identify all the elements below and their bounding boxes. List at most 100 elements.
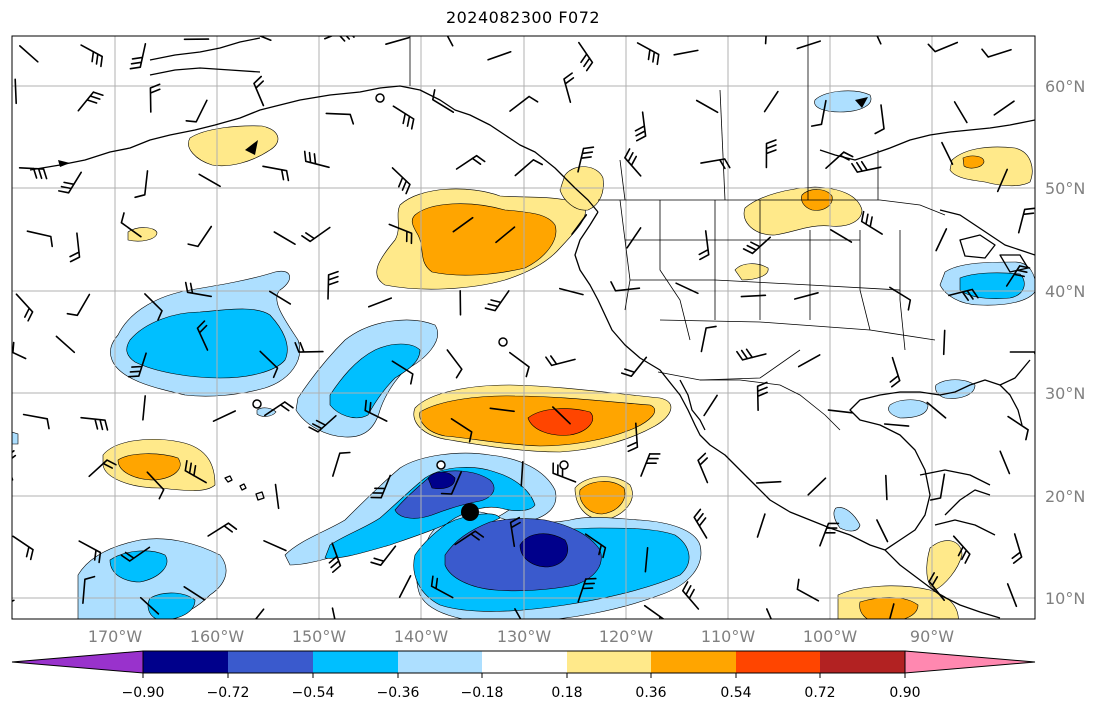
colorbar-tick-label: −0.18: [461, 685, 504, 701]
wind-barb: [926, 401, 947, 419]
wind-barbs: [12, 36, 1035, 619]
wind-barb: [430, 575, 454, 599]
lon-label: 100°W: [803, 627, 858, 646]
wind-barb: [953, 101, 968, 124]
wind-barb: [332, 451, 351, 477]
negative-area: [109, 550, 168, 583]
wind-barb: [1017, 207, 1035, 234]
positive-area: [127, 227, 158, 242]
wind-barb: [198, 173, 221, 188]
wind-barb: [301, 226, 331, 243]
wind-barb: [825, 151, 854, 169]
wind-barb: [545, 355, 576, 367]
colorbar-segment: [820, 651, 905, 673]
colorbar-segment: [228, 651, 313, 673]
colorbar-tick-label: 0.72: [804, 685, 835, 701]
wind-barb: [736, 348, 767, 361]
wind-barb: [697, 452, 709, 484]
wind-barb: [888, 603, 895, 619]
wind-barb: [259, 350, 279, 379]
wind-barb: [509, 516, 521, 547]
lon-label: 140°W: [394, 627, 449, 646]
wind-barb: [128, 352, 147, 378]
longitude-labels: 170°W 160°W 150°W 140°W 130°W 120°W 110°…: [88, 627, 954, 646]
colorbar-tick-label: −0.54: [292, 685, 335, 701]
lon-label: 90°W: [910, 627, 954, 646]
wind-barb: [262, 165, 290, 182]
wind-barb: [764, 36, 767, 45]
wind-barb: [80, 416, 109, 431]
wind-barb: [682, 581, 700, 610]
pennant-marker: [58, 160, 70, 167]
political-borders: [409, 36, 946, 431]
wind-barb: [58, 171, 82, 194]
wind-barb: [388, 223, 413, 245]
wind-barb: [212, 410, 236, 422]
colorbar-tick-label: 0.36: [635, 685, 666, 701]
wind-barb: [830, 229, 853, 243]
wind-barb: [794, 292, 819, 300]
calm-marker: [559, 460, 569, 470]
lon-label: 110°W: [701, 627, 756, 646]
wind-barb: [385, 36, 410, 45]
wind-barb: [700, 325, 717, 353]
calm-marker: [498, 337, 508, 347]
colorbar-segment: [567, 651, 651, 673]
wind-barb: [559, 287, 584, 296]
positive-area: [527, 408, 594, 436]
wind-barb: [742, 236, 771, 255]
wind-barb: [391, 167, 411, 195]
wind-barb: [1006, 583, 1018, 608]
wind-barb: [928, 572, 945, 601]
wind-barb: [860, 210, 883, 235]
wind-barb: [624, 148, 642, 177]
lon-label: 130°W: [497, 627, 552, 646]
positive-area: [962, 155, 985, 169]
wind-barb: [885, 474, 888, 501]
wind-barb: [196, 320, 209, 351]
wind-barb: [452, 216, 474, 233]
wind-barb: [807, 477, 827, 496]
wind-barb: [883, 423, 910, 427]
wind-barb: [514, 159, 543, 177]
wind-barb: [1007, 415, 1029, 441]
colorbar-segment: [482, 651, 567, 673]
lat-label: 20°N: [1045, 487, 1085, 506]
lat-label: 10°N: [1045, 589, 1085, 608]
wind-barb: [698, 230, 710, 261]
wind-barb: [941, 141, 954, 165]
wind-barb: [636, 42, 660, 66]
wind-barb: [18, 167, 48, 180]
wind-barb: [12, 341, 27, 360]
wind-barb: [996, 168, 1008, 193]
wind-barb: [514, 608, 522, 619]
wind-barb: [981, 48, 1012, 58]
wind-barb: [370, 545, 397, 566]
negative-area: [12, 431, 19, 445]
wind-barb: [489, 407, 515, 413]
calm-marker: [375, 93, 385, 103]
wind-barb: [797, 354, 821, 368]
wind-barb: [675, 282, 699, 295]
wind-barb: [253, 75, 265, 107]
wind-barb: [563, 72, 575, 103]
negative-area: [256, 407, 277, 417]
positive-area: [926, 540, 963, 591]
wind-barb: [993, 100, 1015, 116]
wind-barb: [308, 415, 337, 433]
wind-barb: [756, 513, 766, 538]
wind-barb: [432, 89, 455, 113]
wind-barb: [640, 453, 661, 477]
wind-barb: [146, 471, 165, 500]
wind-barb: [446, 36, 454, 47]
wind-barb: [765, 139, 777, 169]
wind-barb: [263, 540, 287, 552]
colorbar-segment: [398, 651, 482, 673]
wind-barb: [484, 290, 510, 312]
pennant-marker: [855, 97, 868, 108]
wind-barb: [644, 547, 649, 573]
wind-barb: [952, 535, 971, 564]
map-frame: [11, 35, 1036, 620]
wind-barb: [129, 43, 147, 70]
wind-barb: [578, 41, 594, 72]
